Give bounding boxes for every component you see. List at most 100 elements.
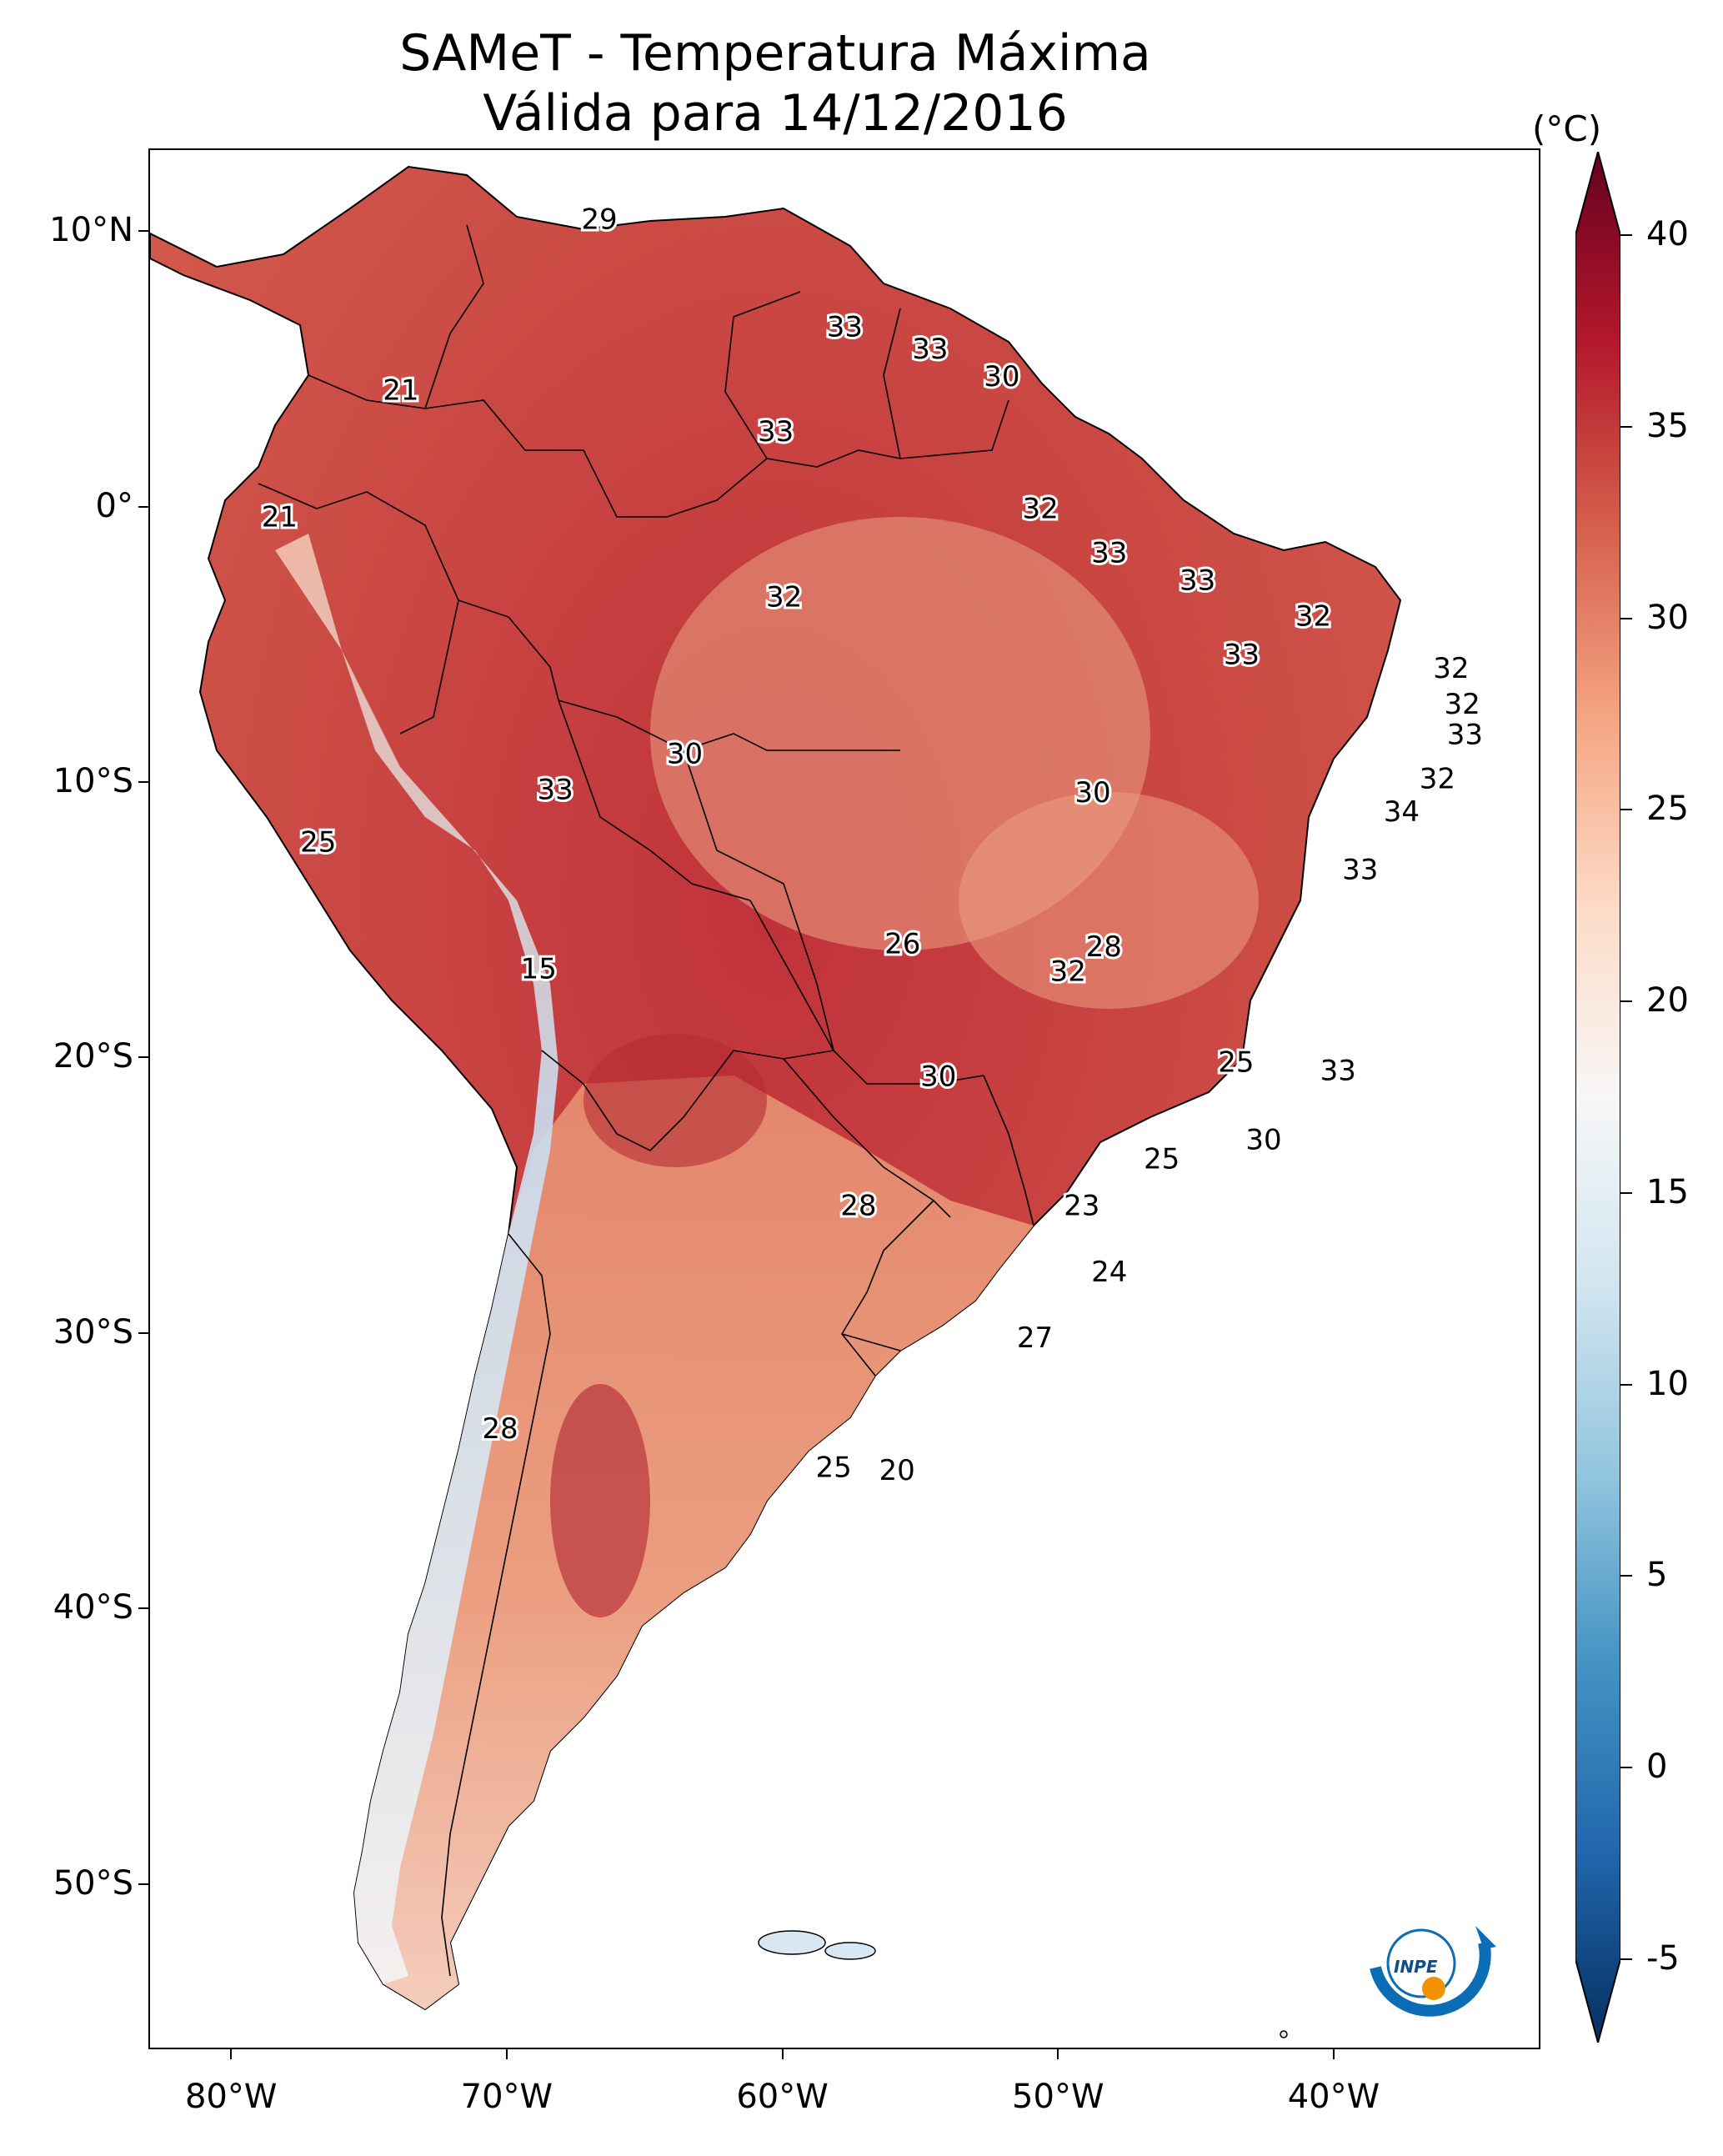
colorbar-tick — [1620, 617, 1632, 619]
colorbar-tick-label: 40 — [1646, 215, 1689, 253]
contour-label: 32 — [1023, 493, 1059, 526]
svg-text:INPE: INPE — [1394, 1957, 1438, 1977]
contour-label: 32 — [766, 580, 802, 614]
contour-label: 32 — [1433, 652, 1469, 685]
colorbar — [1575, 152, 1620, 2043]
longitude-tick — [781, 2049, 784, 2059]
longitude-tick — [1332, 2049, 1335, 2059]
longitude-tick — [1057, 2049, 1059, 2059]
latitude-label: 0° — [95, 486, 133, 525]
contour-label: 21 — [383, 374, 418, 407]
contour-label: 33 — [1180, 564, 1215, 597]
contour-label: 15 — [521, 952, 557, 985]
contour-label: 27 — [1017, 1321, 1053, 1355]
contour-label: 25 — [1144, 1142, 1180, 1176]
contour-label: 33 — [1224, 639, 1260, 672]
longitude-label: 60°W — [736, 2078, 829, 2116]
map-panel: 29 33 33 30 21 33 21 32 33 32 33 32 33 32 32 33 30 33 30 32… — [148, 148, 1540, 2049]
contour-label: 25 — [815, 1451, 851, 1484]
longitude-label: 50°W — [1012, 2078, 1104, 2116]
contour-label: 30 — [1074, 776, 1110, 810]
colorbar-tick — [1620, 809, 1632, 811]
contour-label: 30 — [1245, 1123, 1281, 1156]
colorbar-tick-label: 15 — [1646, 1172, 1689, 1211]
southern-region-shading — [354, 1075, 1034, 2009]
contour-label: 20 — [879, 1454, 915, 1487]
contour-label: 33 — [912, 333, 948, 366]
contour-label: 30 — [667, 738, 703, 771]
latitude-tick — [138, 505, 148, 508]
longitude-tick — [230, 2049, 233, 2059]
colorbar-tick-label: 35 — [1646, 406, 1689, 445]
latitude-tick — [138, 1607, 148, 1610]
southeast-shading — [959, 792, 1259, 1009]
contour-label: 33 — [1091, 536, 1127, 569]
latitude-label: 10°S — [53, 762, 133, 800]
longitude-label: 40°W — [1287, 2078, 1380, 2116]
map-title: SAMeT - Temperatura Máxima Válida para 1… — [150, 23, 1400, 143]
colorbar-unit: (°C) — [1532, 108, 1602, 149]
contour-label: 21 — [262, 500, 298, 534]
latitude-label: 40°S — [53, 1588, 133, 1627]
inpe-logo: INPE — [1370, 1926, 1496, 2017]
andes-cold-strip — [275, 534, 558, 1984]
colorbar-tick — [1620, 1767, 1632, 1769]
colorbar-tick — [1620, 1575, 1632, 1577]
contour-label: 28 — [840, 1190, 876, 1223]
contour-label: 33 — [758, 415, 794, 449]
contour-label: 25 — [300, 825, 336, 859]
colorbar-body — [1575, 152, 1620, 2043]
contour-label: 33 — [1342, 853, 1378, 886]
contour-label: 33 — [1320, 1055, 1356, 1088]
longitude-label: 80°W — [184, 2078, 278, 2116]
contour-label: 32 — [1444, 688, 1480, 721]
chaco-hotspot — [584, 1034, 767, 1167]
colorbar-tick-label: 30 — [1646, 598, 1689, 637]
contour-label: 26 — [884, 928, 920, 961]
contour-label: 24 — [1091, 1256, 1127, 1289]
country-borders — [258, 224, 1034, 1977]
latitude-label: 20°S — [53, 1037, 133, 1076]
contour-label: 33 — [827, 310, 863, 343]
colorbar-tick-label: 20 — [1646, 981, 1689, 1020]
title-line-1: SAMeT - Temperatura Máxima — [399, 24, 1151, 83]
colorbar-tick — [1620, 1000, 1632, 1003]
title-line-2: Válida para 14/12/2016 — [483, 84, 1068, 143]
contour-label: 30 — [984, 360, 1019, 394]
longitude-tick — [505, 2049, 508, 2059]
contour-label: 28 — [1086, 930, 1122, 964]
colorbar-tick — [1620, 1191, 1632, 1194]
contour-label: 33 — [537, 774, 573, 807]
colorbar-tick-label: 25 — [1646, 790, 1689, 829]
contour-label: 29 — [581, 203, 617, 237]
colorbar-tick — [1620, 425, 1632, 428]
colorbar-tick-label: -5 — [1646, 1939, 1680, 1978]
contour-label: 33 — [1447, 719, 1483, 752]
latitude-tick — [138, 230, 148, 233]
contour-label: 32 — [1420, 762, 1455, 795]
latitude-tick — [138, 1056, 148, 1059]
colorbar-tick — [1620, 234, 1632, 236]
islands — [758, 1930, 1288, 2038]
latitude-tick — [138, 1331, 148, 1334]
latitude-tick — [138, 1883, 148, 1885]
latitude-label: 50°S — [53, 1863, 133, 1903]
colorbar-tick-label: 0 — [1646, 1747, 1668, 1787]
latitude-tick — [138, 781, 148, 783]
contour-label: 23 — [1064, 1190, 1099, 1223]
colorbar-tick-label: 10 — [1646, 1364, 1689, 1403]
colorbar-tick — [1620, 1383, 1632, 1386]
pampas-hotspot — [550, 1384, 650, 1617]
contour-label: 34 — [1384, 795, 1420, 829]
contour-label: 25 — [1218, 1046, 1254, 1080]
longitude-label: 70°W — [460, 2078, 553, 2116]
contour-label: 32 — [1295, 599, 1331, 633]
latitude-label: 10°N — [49, 211, 133, 250]
colorbar-tick — [1620, 1958, 1632, 1960]
colorbar-tick-label: 5 — [1646, 1556, 1668, 1595]
contour-label: 28 — [482, 1412, 518, 1446]
latitude-label: 30°S — [53, 1312, 133, 1351]
contour-label: 32 — [1050, 955, 1086, 989]
